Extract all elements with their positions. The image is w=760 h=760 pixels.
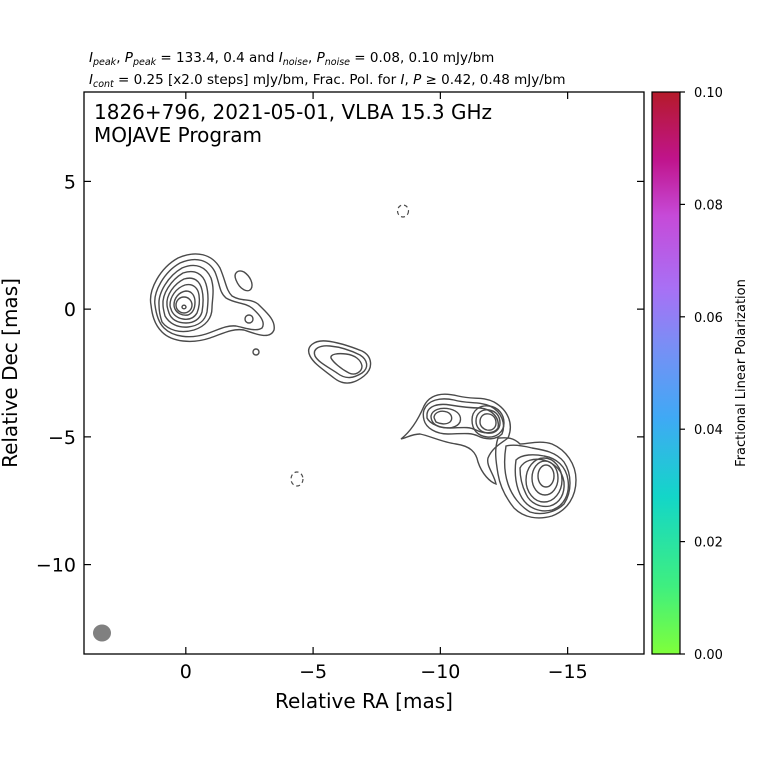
plot-title-line-2: MOJAVE Program <box>94 123 262 147</box>
contour-b-2 <box>475 409 501 434</box>
y-tick-label: −5 <box>48 427 76 449</box>
contour-core-7 <box>173 290 196 316</box>
x-axis: 0 −5 −10 −15 <box>180 92 588 683</box>
y-tick-label: 0 <box>64 299 76 321</box>
contour-middle-2 <box>313 345 368 379</box>
x-tick-label: −10 <box>420 661 460 683</box>
contour-ab-2 <box>422 398 505 440</box>
x-tick-label: −5 <box>299 661 327 683</box>
contour-inner-knot <box>244 314 254 324</box>
y-axis: 5 0 −5 −10 <box>36 171 644 577</box>
contour-middle-1 <box>308 340 372 384</box>
contour-group-knots-ab <box>400 393 512 486</box>
colorbar-tick-label: 0.00 <box>694 648 723 663</box>
plot-title-line-1: 1826+796, 2021-05-01, VLBA 15.3 GHz <box>94 100 492 124</box>
x-axis-label: Relative RA [mas] <box>275 689 453 713</box>
contour-outer-4 <box>519 458 565 508</box>
contour-core-1 <box>149 253 275 343</box>
contour-core-4 <box>162 270 209 328</box>
contour-ab-5 <box>433 410 453 425</box>
contour-layer <box>93 204 577 642</box>
y-axis-label: Relative Dec [mas] <box>0 278 22 468</box>
x-tick-label: 0 <box>180 661 192 683</box>
contour-core-2 <box>154 258 264 338</box>
contour-outer-2 <box>503 444 571 515</box>
y-tick-label: −10 <box>36 555 76 577</box>
contour-b-1 <box>471 405 505 438</box>
plot-frame <box>83 91 645 655</box>
colorbar-tick-label: 0.04 <box>694 423 723 438</box>
contour-core-8 <box>175 296 193 314</box>
colorbar <box>651 91 681 655</box>
colorbar-tick-label: 0.08 <box>694 198 723 213</box>
contour-outer-1 <box>495 437 577 519</box>
header-line-2: Icont = 0.25 [x2.0 steps] mJy/bm, Frac. … <box>89 72 566 90</box>
colorbar-tick-label: 0.02 <box>694 536 723 551</box>
contour-core-3 <box>158 264 214 333</box>
contour-middle-3 <box>330 352 363 375</box>
y-tick-label: 5 <box>64 171 76 193</box>
contour-outer-5 <box>525 457 563 503</box>
contour-b-3 <box>479 413 497 431</box>
contour-core-5 <box>166 277 204 324</box>
colorbar-tick-label: 0.06 <box>694 311 723 326</box>
header-line-1: Ipeak, Ppeak = 133.4, 0.4 and Inoise, Pn… <box>89 50 494 68</box>
beam-ellipse <box>93 624 111 642</box>
contour-ab-4 <box>430 407 462 429</box>
contour-group-outer-lobe <box>495 437 577 519</box>
contour-core-9 <box>181 304 187 310</box>
contour-side-blob <box>234 270 253 292</box>
negative-contour-2 <box>290 471 304 487</box>
contour-group-middle <box>308 340 372 384</box>
colorbar-tick-label: 0.10 <box>694 86 723 101</box>
contour-ab-1 <box>400 393 512 486</box>
contour-outer-3 <box>514 454 570 512</box>
contour-outer-6 <box>531 460 559 496</box>
contour-outer-7 <box>537 464 555 488</box>
negative-contour-1 <box>396 204 410 218</box>
x-tick-label: −15 <box>548 661 588 683</box>
contour-tiny-knot <box>252 348 260 356</box>
colorbar-label: Fractional Linear Polarization <box>734 279 749 467</box>
contour-group-core <box>149 253 275 343</box>
colorbar-ticks: 0.00 0.02 0.04 0.06 0.08 0.10 <box>680 86 723 663</box>
contour-core-6 <box>169 283 201 320</box>
